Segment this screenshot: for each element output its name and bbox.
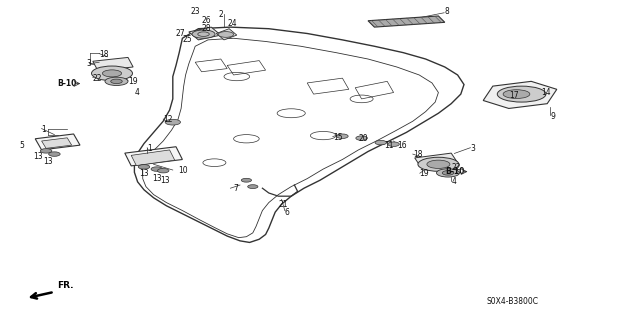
Polygon shape (189, 27, 221, 40)
Polygon shape (131, 150, 175, 166)
Ellipse shape (418, 157, 459, 171)
Ellipse shape (192, 30, 215, 38)
Ellipse shape (497, 86, 546, 102)
Text: 26: 26 (202, 16, 211, 25)
Polygon shape (368, 16, 445, 27)
Text: 19: 19 (419, 169, 429, 178)
Text: 27: 27 (176, 29, 186, 38)
Ellipse shape (427, 160, 450, 168)
Ellipse shape (356, 136, 367, 140)
Ellipse shape (241, 178, 252, 182)
Ellipse shape (111, 79, 122, 84)
Text: 18: 18 (99, 50, 109, 59)
Text: 4: 4 (134, 88, 140, 97)
Text: FR.: FR. (58, 281, 74, 290)
Ellipse shape (218, 32, 234, 37)
Text: 22: 22 (451, 163, 461, 172)
Text: 5: 5 (19, 141, 24, 150)
Text: 16: 16 (397, 141, 406, 150)
Text: 7: 7 (234, 184, 239, 193)
Text: 1: 1 (147, 144, 152, 153)
Polygon shape (35, 134, 80, 150)
Ellipse shape (40, 149, 52, 153)
Ellipse shape (165, 119, 180, 125)
Text: 9: 9 (550, 112, 556, 121)
Text: 6: 6 (285, 208, 290, 217)
Polygon shape (125, 147, 182, 166)
Ellipse shape (503, 90, 530, 99)
Text: 3: 3 (470, 144, 476, 153)
Text: 15: 15 (333, 133, 342, 142)
Text: 13: 13 (43, 157, 53, 166)
Polygon shape (93, 57, 133, 71)
Text: 13: 13 (33, 152, 44, 161)
Text: 11: 11 (384, 141, 394, 150)
Text: 10: 10 (178, 166, 188, 175)
Text: 22: 22 (93, 74, 102, 83)
Ellipse shape (49, 152, 60, 156)
Text: 13: 13 (160, 176, 170, 185)
Polygon shape (483, 81, 557, 108)
Ellipse shape (102, 70, 122, 77)
Polygon shape (415, 153, 458, 167)
Text: 4: 4 (451, 177, 456, 186)
Ellipse shape (388, 142, 399, 146)
Ellipse shape (248, 185, 258, 189)
Text: S0X4-B3800C: S0X4-B3800C (486, 297, 538, 306)
Ellipse shape (105, 77, 128, 85)
Text: 8: 8 (445, 7, 449, 16)
Ellipse shape (92, 66, 132, 81)
Text: 1: 1 (42, 125, 46, 134)
Text: 21: 21 (278, 200, 288, 209)
Text: 14: 14 (541, 88, 550, 97)
Text: 25: 25 (182, 35, 192, 44)
Text: 24: 24 (227, 19, 237, 28)
Ellipse shape (337, 134, 348, 138)
Ellipse shape (436, 169, 460, 177)
Text: 18: 18 (413, 150, 422, 159)
Text: 2: 2 (218, 10, 223, 19)
Text: 20: 20 (358, 134, 368, 143)
Text: 12: 12 (163, 115, 173, 124)
Text: 17: 17 (509, 91, 518, 100)
Text: B-10: B-10 (58, 79, 77, 88)
Polygon shape (42, 138, 72, 148)
Text: 13: 13 (139, 169, 149, 178)
Ellipse shape (157, 168, 169, 173)
Text: 13: 13 (152, 174, 162, 183)
Text: B-10: B-10 (445, 167, 464, 176)
Ellipse shape (151, 167, 163, 171)
Text: 28: 28 (202, 24, 211, 33)
Ellipse shape (375, 140, 387, 145)
Polygon shape (216, 29, 237, 40)
Ellipse shape (138, 165, 150, 169)
Text: 3: 3 (86, 59, 92, 68)
Text: 19: 19 (128, 77, 138, 86)
Ellipse shape (442, 171, 454, 175)
Text: 23: 23 (190, 7, 200, 16)
